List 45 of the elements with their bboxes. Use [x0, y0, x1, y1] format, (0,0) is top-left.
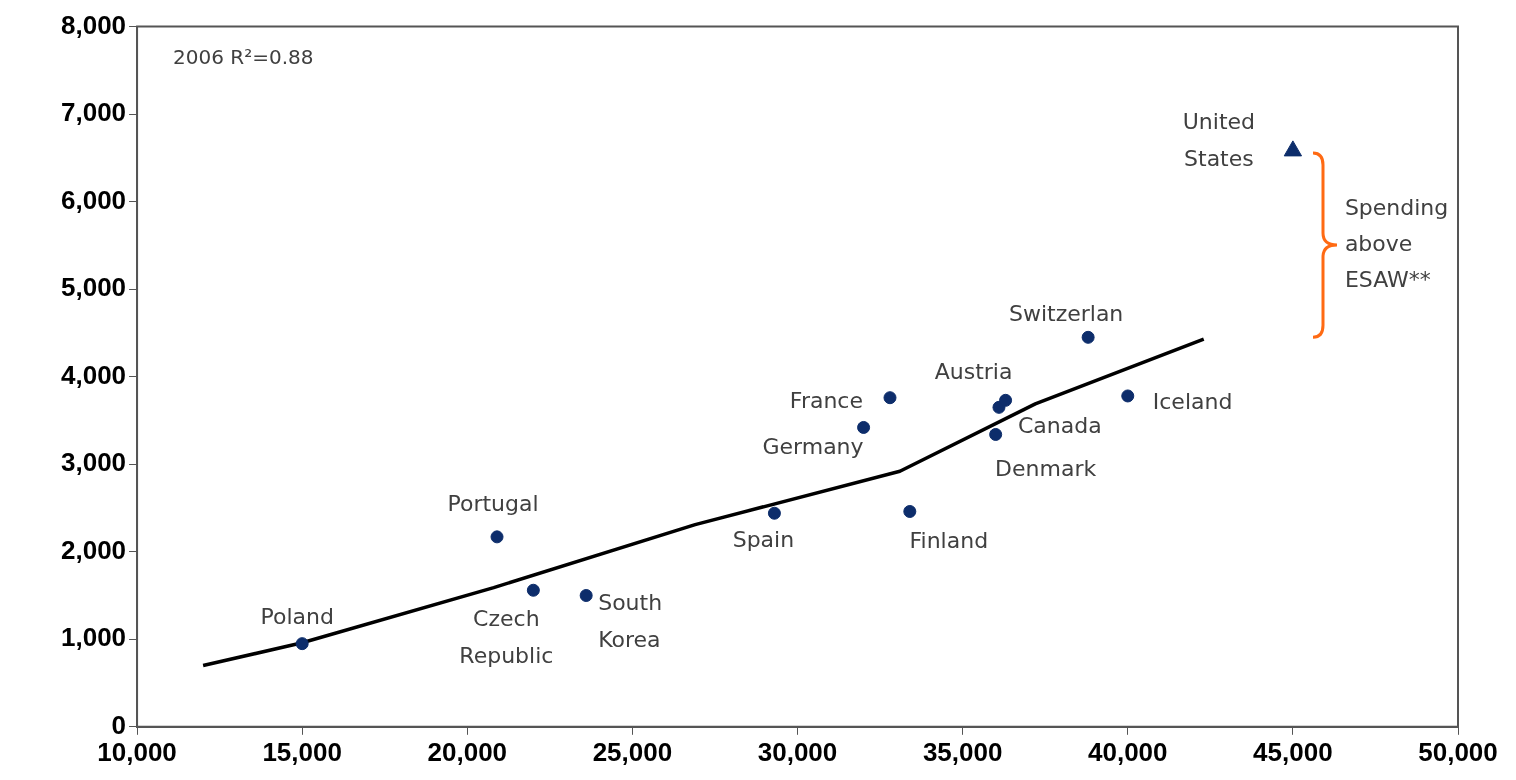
point: [1121, 389, 1135, 403]
point: [989, 427, 1003, 441]
x-tick-label: 40,000: [1088, 736, 1168, 767]
annotation: Portugal: [447, 490, 539, 516]
point: [1283, 140, 1303, 157]
point: [579, 589, 593, 603]
point: [999, 393, 1013, 407]
point: [883, 391, 897, 405]
x-tick-label: 45,000: [1253, 736, 1333, 767]
annotation: Poland: [260, 604, 334, 630]
annotation: South Korea: [598, 590, 663, 653]
x-tick-label: 15,000: [262, 736, 342, 767]
annotation: Austria: [934, 359, 1013, 385]
y-tick-label: 2,000: [60, 534, 127, 565]
annotation: 2006 R²=0.88: [173, 44, 314, 69]
x-tick-label: 30,000: [757, 736, 838, 767]
x-tick-label: 50,000: [1418, 736, 1498, 767]
x-tick-label: 35,000: [922, 736, 1003, 767]
point: [903, 504, 917, 518]
y-tick-label: 5,000: [60, 272, 127, 303]
point: [767, 506, 781, 520]
annotation: Denmark: [995, 456, 1097, 482]
annotation: Czech Republic: [459, 605, 554, 668]
y-tick-label: 1,000: [60, 622, 127, 653]
x-tick-label: 25,000: [592, 736, 673, 767]
annotation: United States: [1182, 108, 1256, 171]
point: [490, 530, 504, 544]
annotation: Switzerlan: [1008, 301, 1124, 327]
annotation: France: [789, 388, 863, 414]
x-tick-label: 20,000: [427, 736, 508, 767]
annotation: Spending above ESAW**: [1344, 194, 1449, 292]
annotation: Canada: [1017, 413, 1102, 439]
y-tick-label: 7,000: [60, 97, 127, 128]
y-tick-label: 6,000: [60, 184, 127, 215]
point: [1081, 330, 1095, 344]
annotation: Iceland: [1152, 388, 1233, 414]
point: [295, 637, 309, 651]
annotation: Spain: [732, 526, 795, 552]
point: [857, 420, 871, 434]
annotation: Finland: [909, 528, 989, 554]
y-tick-label: 4,000: [60, 359, 127, 390]
y-tick-label: 3,000: [60, 447, 127, 478]
annotation: Germany: [762, 434, 864, 460]
y-tick-label: 8,000: [60, 9, 127, 40]
point: [526, 583, 540, 597]
